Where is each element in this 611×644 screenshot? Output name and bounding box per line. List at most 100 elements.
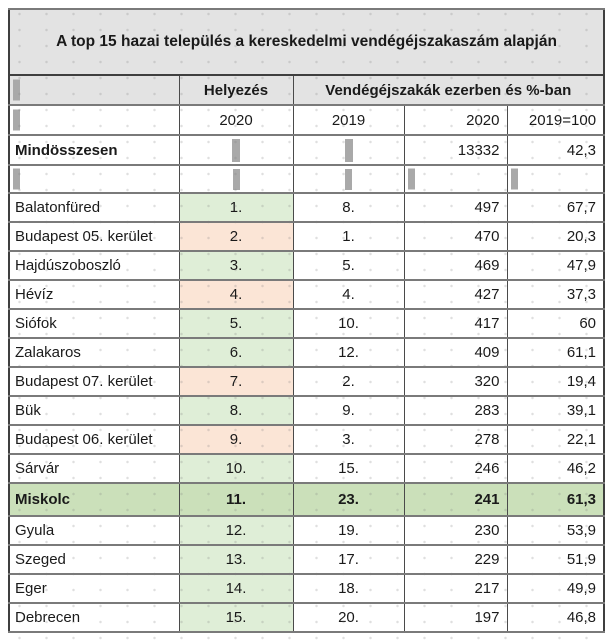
rank-2019-cell: 3.: [292, 424, 405, 455]
total-row: Mindösszesen 13332 42,3: [8, 134, 605, 166]
nights-2020-cell: 469: [403, 250, 508, 281]
nights-2020-cell: 217: [403, 573, 508, 604]
settlement-name-cell: Budapest 05. kerület: [8, 221, 180, 252]
rank-2019-cell: 17.: [292, 544, 405, 575]
nights-2020-cell: 229: [403, 544, 508, 575]
placeholder-bar: [344, 138, 353, 162]
rank-2020-cell: 2.: [178, 221, 294, 252]
settlement-name-cell: Bük: [8, 395, 180, 426]
top15-settlements-table: A top 15 hazai település a kereskedelmi …: [8, 8, 606, 633]
rank-2020-cell: 10.: [178, 453, 294, 484]
nights-2020-cell: 13332: [403, 134, 508, 166]
nights-2020-cell: 246: [403, 453, 508, 484]
nights-2020-header: 2020: [403, 104, 508, 136]
table-row-highlighted: Miskolc 11. 23. 241 61,3: [8, 482, 605, 517]
nights-2020-cell: 197: [403, 602, 508, 633]
index-2019-cell: 67,7: [506, 192, 605, 223]
rank-2020-cell: 3.: [178, 250, 294, 281]
rank-group-header: Helyezés: [178, 74, 294, 106]
rank-2020-cell: 8.: [178, 395, 294, 426]
rank-2019-cell: 9.: [292, 395, 405, 426]
rank-2019-header: 2019: [292, 104, 405, 136]
settlement-name-cell: Zalakaros: [8, 337, 180, 368]
rank-2019-cell: 19.: [292, 515, 405, 546]
index-2019-cell: 47,9: [506, 250, 605, 281]
placeholder-bar: [13, 168, 20, 190]
settlement-name-cell: Hévíz: [8, 279, 180, 310]
index-2019-cell: 46,2: [506, 453, 605, 484]
placeholder-bar: [407, 168, 415, 190]
nights-2020-cell: 283: [403, 395, 508, 426]
settlement-name-cell: Balatonfüred: [8, 192, 180, 223]
rank-2020-cell: 1.: [178, 192, 294, 223]
settlement-name-cell: [8, 164, 180, 194]
rank-2020-cell: 13.: [178, 544, 294, 575]
nights-2020-cell: 241: [403, 482, 508, 517]
rank-2019-cell: 18.: [292, 573, 405, 604]
nights-2020-cell: [403, 164, 508, 194]
rank-2019-cell: 10.: [292, 308, 405, 339]
table-row: Gyula 12. 19. 230 53,9: [8, 515, 605, 546]
rank-2019-cell: 23.: [292, 482, 405, 517]
nights-2020-cell: 320: [403, 366, 508, 397]
index-2019-cell: 20,3: [506, 221, 605, 252]
table-row: Budapest 07. kerület 7. 2. 320 19,4: [8, 366, 605, 397]
index-2019-cell: 22,1: [506, 424, 605, 455]
index-2019-cell: 19,4: [506, 366, 605, 397]
settlement-name-cell: Miskolc: [8, 482, 180, 517]
rank-2019-cell: 15.: [292, 453, 405, 484]
placeholder-bar: [13, 79, 20, 101]
index-2019-cell: 39,1: [506, 395, 605, 426]
table-row: Siófok 5. 10. 417 60: [8, 308, 605, 339]
rank-2019-cell: [292, 134, 405, 166]
placeholder-bar: [232, 138, 240, 162]
rank-2019-cell: 4.: [292, 279, 405, 310]
table-row: Hajdúszoboszló 3. 5. 469 47,9: [8, 250, 605, 281]
nights-2020-cell: 417: [403, 308, 508, 339]
rank-2020-cell: 4.: [178, 279, 294, 310]
rank-2019-cell: 2.: [292, 366, 405, 397]
index-2019-cell: 51,9: [506, 544, 605, 575]
table-row: Bük 8. 9. 283 39,1: [8, 395, 605, 426]
table-row: Budapest 05. kerület 2. 1. 470 20,3: [8, 221, 605, 252]
spacer-row: [8, 164, 605, 194]
rank-2020-cell: 5.: [178, 308, 294, 339]
rank-2019-cell: 8.: [292, 192, 405, 223]
title-row: A top 15 hazai település a kereskedelmi …: [8, 8, 605, 76]
rank-2020-cell: 12.: [178, 515, 294, 546]
table-row: Szeged 13. 17. 229 51,9: [8, 544, 605, 575]
rank-2020-cell: [178, 164, 294, 194]
table-row: Debrecen 15. 20. 197 46,8: [8, 602, 605, 633]
rank-2019-cell: [292, 164, 405, 194]
rank-2020-cell: 11.: [178, 482, 294, 517]
table-row: Eger 14. 18. 217 49,9: [8, 573, 605, 604]
nights-2020-cell: 497: [403, 192, 508, 223]
index-2019-cell: 37,3: [506, 279, 605, 310]
corner-cell: [8, 104, 180, 136]
settlement-name-cell: Budapest 07. kerület: [8, 366, 180, 397]
index-2019-cell: 61,1: [506, 337, 605, 368]
settlement-name-cell: Szeged: [8, 544, 180, 575]
table-title: A top 15 hazai település a kereskedelmi …: [8, 8, 605, 76]
index-2019-header: 2019=100: [506, 104, 605, 136]
nights-2020-cell: 427: [403, 279, 508, 310]
rank-2020-cell: 9.: [178, 424, 294, 455]
rank-2020-cell: 14.: [178, 573, 294, 604]
settlement-name-cell: Budapest 06. kerület: [8, 424, 180, 455]
settlement-name-cell: Mindösszesen: [8, 134, 180, 166]
nights-2020-cell: 470: [403, 221, 508, 252]
placeholder-bar: [13, 109, 20, 131]
group-header-row: Helyezés Vendégéjszakák ezerben és %-ban: [8, 74, 605, 106]
index-2019-cell: 61,3: [506, 482, 605, 517]
settlement-name-cell: Gyula: [8, 515, 180, 546]
index-2019-cell: 49,9: [506, 573, 605, 604]
rank-2020-cell: 6.: [178, 337, 294, 368]
settlement-name-cell: Hajdúszoboszló: [8, 250, 180, 281]
rank-2019-cell: 12.: [292, 337, 405, 368]
rank-2019-cell: 5.: [292, 250, 405, 281]
rank-2020-cell: 15.: [178, 602, 294, 633]
placeholder-bar: [232, 168, 240, 190]
placeholder-bar: [345, 168, 352, 190]
sub-header-row: 2020 2019 2020 2019=100: [8, 104, 605, 136]
